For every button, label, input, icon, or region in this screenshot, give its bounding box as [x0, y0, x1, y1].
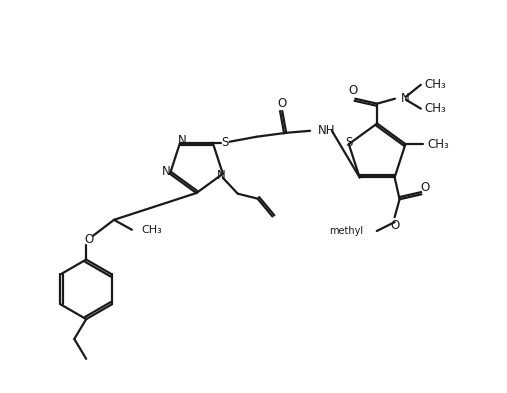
- Text: CH₃: CH₃: [425, 78, 447, 91]
- Text: methyl: methyl: [329, 226, 363, 236]
- Text: N: N: [162, 165, 170, 178]
- Text: S: S: [345, 136, 352, 149]
- Text: CH₃: CH₃: [425, 102, 447, 115]
- Text: CH₃: CH₃: [427, 138, 449, 151]
- Text: O: O: [349, 84, 358, 97]
- Text: O: O: [85, 233, 94, 246]
- Text: NH: NH: [318, 124, 336, 137]
- Text: O: O: [390, 219, 399, 231]
- Text: N: N: [216, 169, 225, 182]
- Text: O: O: [278, 97, 287, 110]
- Text: CH₃: CH₃: [142, 225, 163, 235]
- Text: O: O: [421, 181, 430, 194]
- Text: S: S: [221, 136, 228, 149]
- Text: N: N: [401, 92, 410, 105]
- Text: N: N: [177, 134, 187, 147]
